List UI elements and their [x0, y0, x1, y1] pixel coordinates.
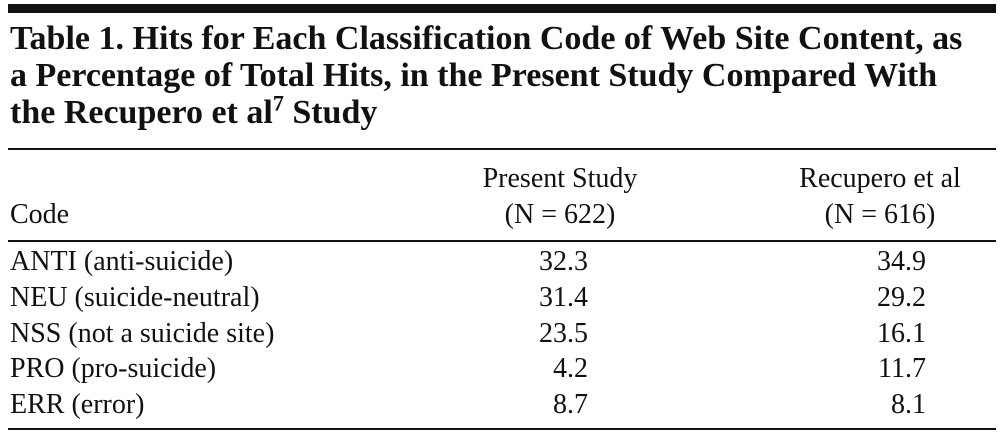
- row-label: NEU (suicide-neutral): [10, 281, 260, 313]
- table-cell: 16.1: [877, 317, 926, 349]
- table-cell: 8.7: [553, 389, 588, 421]
- table-cell: 4.2: [553, 353, 588, 385]
- table-title: Table 1. Hits for Each Classification Co…: [10, 20, 985, 131]
- header-cell: (N = 616): [824, 199, 936, 230]
- rule: [8, 148, 996, 150]
- table-cell: 11.7: [878, 353, 926, 385]
- table-cell: 31.4: [539, 281, 588, 313]
- header-cell: (N = 622): [504, 199, 616, 230]
- table-cell: 23.5: [539, 317, 588, 349]
- table-cell: 34.9: [877, 246, 926, 277]
- row-label: PRO (pro-suicide): [10, 353, 217, 385]
- header-cell: Present Study: [482, 163, 638, 194]
- table-cell: 8.1: [891, 389, 926, 421]
- rule: [8, 428, 996, 430]
- row-label: ANTI (anti-suicide): [10, 246, 234, 277]
- row-label: NSS (not a suicide site): [10, 317, 275, 349]
- title-superscript: 7: [272, 90, 284, 116]
- title-text: Study: [283, 94, 378, 131]
- top-rule: [8, 4, 996, 13]
- header-cell: Recupero et al: [799, 163, 961, 194]
- header-cell: Code: [10, 199, 70, 230]
- row-label: ERR (error): [10, 389, 145, 421]
- rule: [8, 240, 996, 242]
- table-cell: 32.3: [539, 246, 588, 277]
- title-text: Table 1. Hits for Each Classification Co…: [10, 20, 963, 131]
- table-cell: 29.2: [877, 281, 926, 313]
